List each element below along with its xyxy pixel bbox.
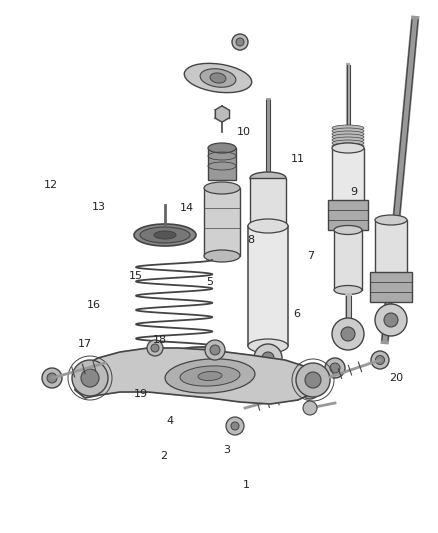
Ellipse shape: [180, 366, 240, 386]
Text: 11: 11: [291, 154, 305, 164]
Ellipse shape: [177, 351, 223, 365]
Bar: [204, 188, 240, 256]
Bar: [334, 230, 362, 290]
Circle shape: [236, 38, 244, 46]
Text: 12: 12: [44, 181, 58, 190]
Circle shape: [384, 313, 398, 327]
Bar: [208, 148, 236, 180]
Ellipse shape: [169, 347, 231, 369]
Bar: [370, 272, 412, 302]
Circle shape: [375, 304, 407, 336]
Ellipse shape: [332, 131, 364, 137]
Text: 1: 1: [243, 480, 250, 490]
Ellipse shape: [334, 225, 362, 235]
Ellipse shape: [134, 224, 196, 246]
Circle shape: [254, 344, 282, 372]
Ellipse shape: [200, 69, 236, 87]
Circle shape: [375, 356, 385, 365]
Text: 20: 20: [389, 374, 403, 383]
Bar: [250, 178, 286, 226]
Ellipse shape: [375, 215, 407, 225]
Text: 8: 8: [247, 235, 254, 245]
Circle shape: [330, 363, 340, 373]
Circle shape: [214, 106, 230, 122]
Ellipse shape: [332, 143, 364, 153]
Ellipse shape: [184, 63, 252, 93]
Circle shape: [151, 344, 159, 352]
Text: 18: 18: [152, 335, 166, 345]
Text: 14: 14: [180, 203, 194, 213]
Ellipse shape: [332, 137, 364, 143]
Circle shape: [303, 401, 317, 415]
Circle shape: [226, 417, 244, 435]
Circle shape: [301, 381, 319, 399]
Text: 9: 9: [350, 187, 357, 197]
Ellipse shape: [140, 227, 190, 243]
Circle shape: [205, 340, 225, 360]
Ellipse shape: [204, 182, 240, 194]
Circle shape: [47, 373, 57, 383]
Ellipse shape: [250, 172, 286, 184]
Circle shape: [296, 363, 330, 397]
Text: 5: 5: [206, 278, 213, 287]
Text: 16: 16: [87, 300, 101, 310]
Circle shape: [341, 327, 355, 341]
Bar: [328, 200, 368, 230]
Circle shape: [232, 34, 248, 50]
Ellipse shape: [210, 73, 226, 83]
Text: 7: 7: [307, 251, 314, 261]
Circle shape: [72, 360, 108, 396]
Ellipse shape: [248, 219, 288, 233]
Ellipse shape: [332, 140, 364, 146]
Text: 10: 10: [237, 127, 251, 137]
Text: 17: 17: [78, 339, 92, 349]
Circle shape: [325, 358, 345, 378]
Ellipse shape: [332, 134, 364, 140]
Circle shape: [231, 422, 239, 430]
Ellipse shape: [332, 143, 364, 149]
Bar: [375, 220, 407, 290]
Text: 15: 15: [129, 271, 143, 281]
Circle shape: [147, 340, 163, 356]
Circle shape: [262, 352, 274, 364]
Polygon shape: [75, 348, 320, 404]
Ellipse shape: [154, 231, 176, 239]
Bar: [248, 226, 288, 346]
Text: 4: 4: [166, 416, 173, 426]
Ellipse shape: [332, 128, 364, 134]
Ellipse shape: [165, 359, 255, 393]
Ellipse shape: [190, 354, 210, 361]
Ellipse shape: [204, 250, 240, 262]
Text: 2: 2: [160, 451, 167, 461]
Circle shape: [210, 345, 220, 355]
Ellipse shape: [248, 339, 288, 353]
Bar: [332, 148, 364, 204]
Circle shape: [306, 386, 314, 394]
Text: 19: 19: [134, 390, 148, 399]
Ellipse shape: [198, 372, 222, 381]
Text: 3: 3: [223, 446, 230, 455]
Circle shape: [305, 372, 321, 388]
Text: 6: 6: [293, 310, 300, 319]
Ellipse shape: [332, 125, 364, 131]
Circle shape: [371, 351, 389, 369]
Circle shape: [332, 318, 364, 350]
Circle shape: [81, 369, 99, 387]
Circle shape: [42, 368, 62, 388]
Ellipse shape: [334, 286, 362, 295]
Text: 13: 13: [92, 202, 106, 212]
Ellipse shape: [250, 220, 286, 232]
Ellipse shape: [208, 143, 236, 153]
